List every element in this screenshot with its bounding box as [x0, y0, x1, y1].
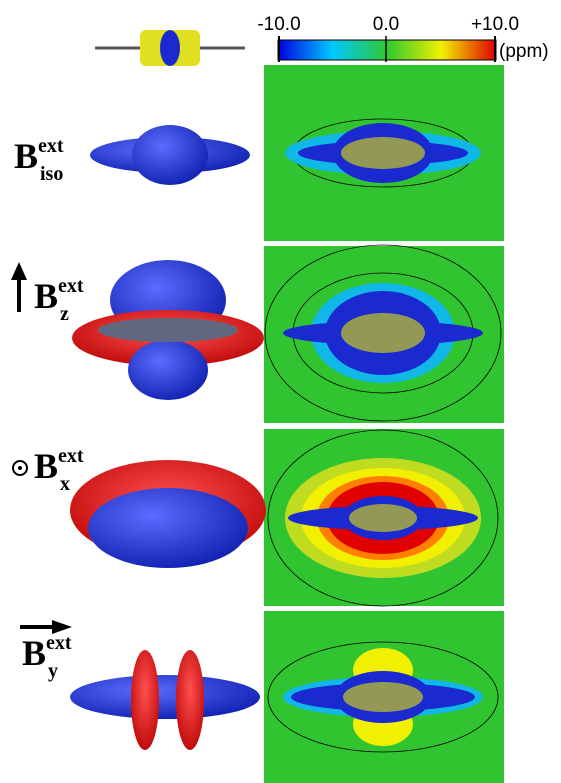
label-part: iso [40, 163, 63, 185]
molecule-top [95, 30, 245, 66]
label-part: ext [58, 275, 84, 297]
map-panels [264, 65, 504, 783]
colorbar-tick: +10.0 [471, 14, 519, 35]
row-label: Bext y [22, 632, 72, 682]
colorbar-unit: (ppm) [499, 41, 549, 62]
label-part: ext [46, 632, 72, 654]
label-part: z [60, 303, 69, 325]
label-part: x [60, 473, 70, 495]
label-part: ext [38, 135, 64, 157]
colorbar-tick: -10.0 [257, 14, 300, 35]
label-part: B [34, 276, 58, 316]
row-label: Bext iso [14, 135, 64, 185]
label-part: B [14, 136, 38, 176]
isosurfaces [70, 125, 266, 750]
colorbar: -10.0 0.0 +10.0 (ppm) [257, 14, 548, 62]
label-part: y [48, 660, 58, 682]
label-part: B [34, 446, 58, 486]
page: -10.0 0.0 +10.0 (ppm) [0, 0, 561, 783]
row-label: Bext z [34, 275, 84, 325]
label-part: B [22, 633, 46, 673]
colorbar-tick: 0.0 [373, 14, 399, 35]
figure: -10.0 0.0 +10.0 (ppm) [0, 0, 561, 783]
label-part: ext [58, 445, 84, 467]
row-label: Bext x [34, 445, 84, 495]
